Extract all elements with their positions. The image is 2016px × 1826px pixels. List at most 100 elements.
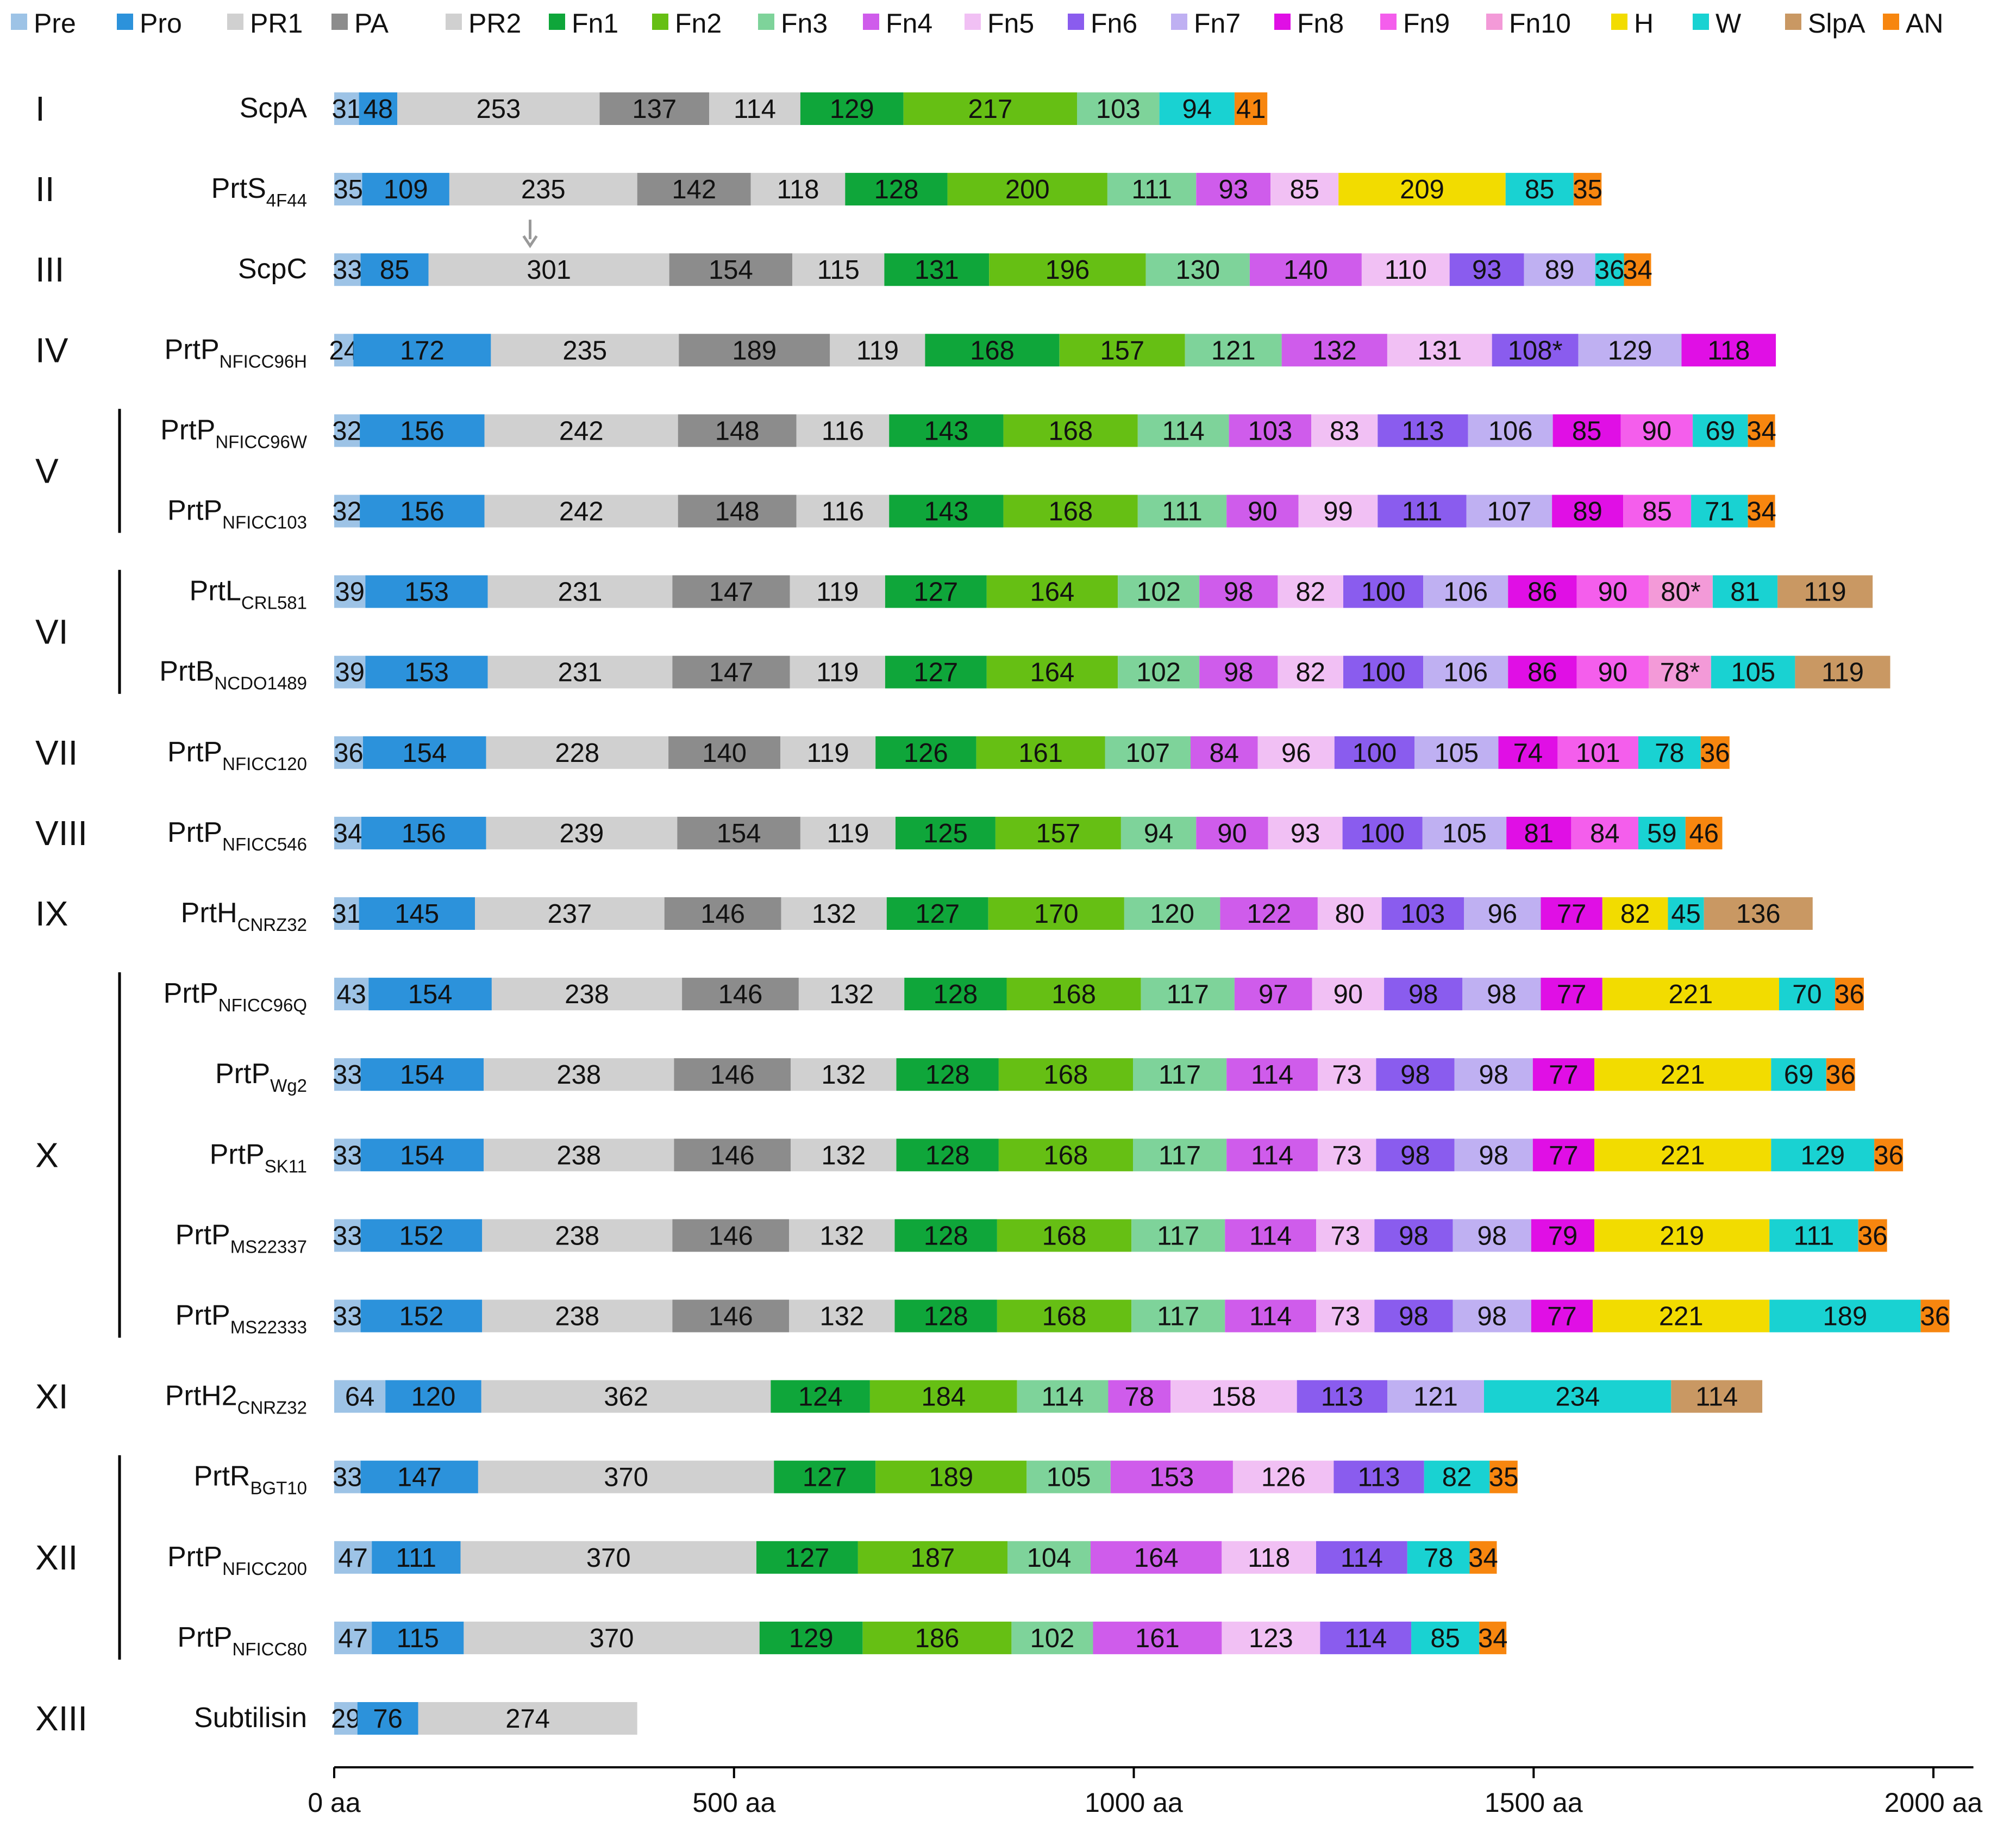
segment-pa (668, 736, 781, 769)
legend-label-fn8: Fn8 (1297, 8, 1344, 39)
segment-fn5 (1316, 1219, 1375, 1252)
segment-label: 85 (1525, 175, 1555, 204)
protein-name: PrtPNFICC96H (165, 334, 308, 371)
segment-fn4 (1226, 1058, 1318, 1091)
segment-label: 34 (1468, 1543, 1498, 1573)
segment-fn1 (771, 1380, 870, 1413)
legend-swatch-pr2 (446, 14, 462, 30)
segment-label: 90 (1598, 578, 1628, 607)
segment-fn6 (1381, 897, 1464, 930)
segment-pr2 (750, 173, 846, 206)
protein-row: PrtPNFICC200 47 111 370 127 187 104 164 118 114 78… (167, 1541, 1498, 1579)
segment-fn6 (1342, 816, 1423, 849)
segment-label: 146 (700, 899, 745, 929)
segment-label: 84 (1210, 739, 1239, 768)
group-label: IV (35, 330, 68, 370)
segment-fn2 (997, 1219, 1132, 1252)
segment-label: 29 (331, 1704, 361, 1734)
legend-swatch-fn3 (758, 14, 774, 30)
segment-label: 113 (1401, 416, 1444, 446)
segment-label: 116 (822, 497, 864, 527)
segment-label: 127 (913, 658, 958, 687)
segment-label: 47 (338, 1543, 368, 1573)
segment-pr1 (478, 1460, 774, 1493)
segment-label: 98 (1408, 980, 1438, 1009)
segment-fn7 (1468, 414, 1553, 447)
segment-pre (334, 253, 361, 286)
segment-pre (334, 575, 366, 608)
segment-label: 77 (1547, 1302, 1577, 1331)
segment-label: 89 (1573, 497, 1602, 527)
segment-w (1505, 173, 1574, 206)
segment-pr1 (487, 575, 673, 608)
legend-label-fn9: Fn9 (1403, 8, 1450, 39)
segment-pr2 (791, 1058, 897, 1091)
segment-label: 73 (1332, 1060, 1362, 1090)
segment-pr2 (791, 1139, 897, 1172)
segment-label: 82 (1620, 899, 1650, 929)
segment-fn3 (1137, 495, 1227, 528)
segment-pr2 (789, 1219, 895, 1252)
segment-label: 219 (1660, 1221, 1704, 1250)
segment-fn4 (1226, 1139, 1318, 1172)
segment-label: 132 (821, 1141, 866, 1170)
segment-an (1700, 736, 1730, 769)
segment-label: 170 (1034, 899, 1079, 929)
x-tick-label: 500 aa (692, 1787, 775, 1818)
segment-fn3 (1105, 736, 1191, 769)
segment-pa (682, 978, 799, 1011)
segment-label: 121 (1211, 336, 1256, 365)
segment-pa (678, 414, 797, 447)
protein-row: PrtLCRL581 39 153 231 147 119 127 164 102 98 82 100… (190, 575, 1873, 613)
segment-label: 157 (1036, 819, 1081, 848)
segment-label: 152 (399, 1221, 444, 1250)
segment-label: 106 (1488, 416, 1533, 446)
arrow-down-icon (522, 220, 538, 248)
segment-w (1711, 655, 1795, 689)
legend-swatch-w (1693, 14, 1709, 30)
segment-fn6 (1343, 575, 1424, 608)
segment-fn2 (1003, 495, 1138, 528)
group-label: I (35, 89, 45, 128)
segment-fn1 (896, 1058, 999, 1091)
segment-pr2 (796, 414, 890, 447)
segment-fn6 (1320, 1621, 1412, 1654)
legend-label-fn1: Fn1 (572, 8, 618, 39)
segment-label: 132 (1312, 336, 1357, 365)
segment-pro (385, 1380, 481, 1413)
segment-label: 221 (1669, 980, 1713, 1009)
segment-fn2 (998, 1139, 1133, 1172)
segment-an (1748, 414, 1775, 447)
segment-pr1 (482, 1299, 673, 1333)
segment-fn4 (1091, 1541, 1222, 1574)
segment-pre (334, 655, 366, 689)
segment-label: 231 (558, 578, 603, 607)
segment-label: 41 (1236, 95, 1266, 124)
protein-name: PrtH2CNRZ32 (165, 1380, 307, 1418)
segment-pre (334, 897, 359, 930)
segment-w (1779, 978, 1835, 1011)
segment-label: 105 (1731, 658, 1775, 687)
segment-label: 85 (1642, 497, 1672, 527)
segment-fn9 (1576, 655, 1649, 689)
segment-label: 36 (1826, 1060, 1856, 1090)
segment-pre (334, 1380, 386, 1413)
segment-pre (334, 1139, 361, 1172)
segment-slpa (1704, 897, 1813, 930)
segment-label: 33 (333, 1141, 362, 1170)
segment-fn1 (894, 1299, 997, 1333)
segment-fn1 (884, 253, 990, 286)
segment-fn2 (862, 1621, 1012, 1654)
segment-pro (361, 816, 486, 849)
segment-fn8 (1552, 495, 1624, 528)
protein-row: PrtPNFICC96W 32 156 242 148 116 143 168 114 103 83… (160, 414, 1776, 452)
segment-label: 98 (1477, 1221, 1507, 1250)
segment-label: 111 (1794, 1221, 1834, 1250)
protein-name: ScpA (240, 92, 308, 124)
group-label: II (35, 170, 55, 209)
segment-label: 189 (929, 1463, 973, 1492)
segment-label: 168 (1042, 1302, 1087, 1331)
protein-row: PrtBNCDO1489 39 153 231 147 119 127 164 102 98 82 1… (159, 655, 1890, 693)
segment-fn6 (1333, 1460, 1424, 1493)
segment-label: 35 (334, 175, 364, 204)
